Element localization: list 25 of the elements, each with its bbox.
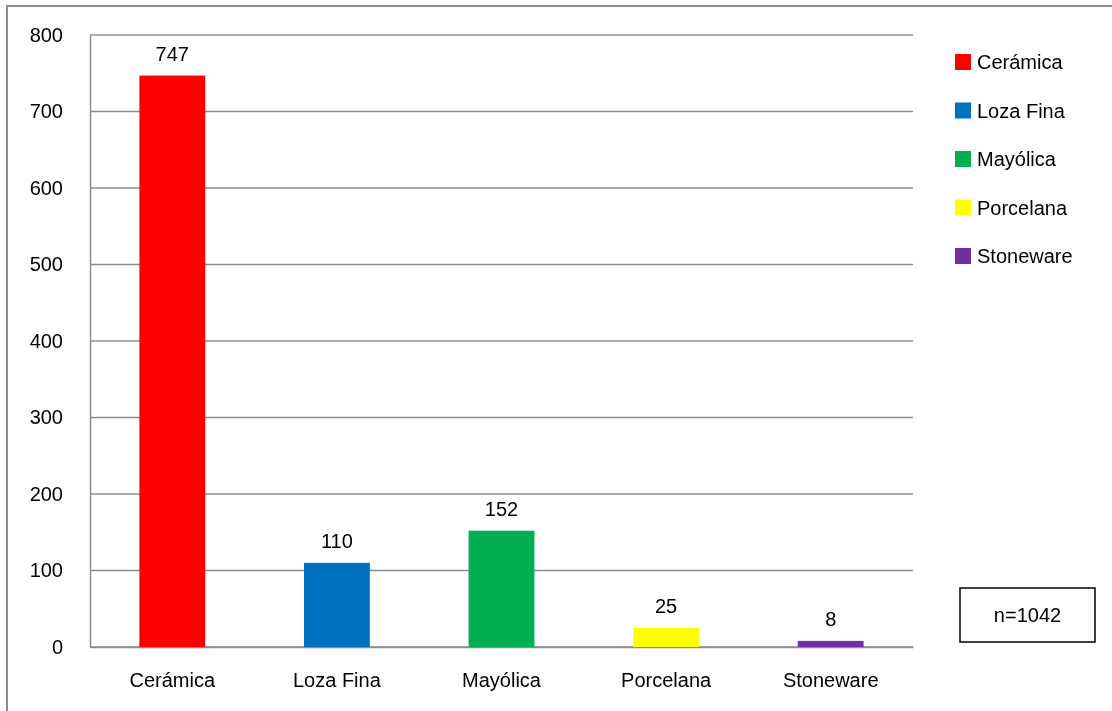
y-tick-label: 0 <box>51 635 63 658</box>
y-tick-label: 400 <box>29 329 63 352</box>
y-tick-label: 300 <box>29 406 63 429</box>
x-tick-label: Stoneware <box>782 669 879 692</box>
legend-label: Porcelana <box>977 196 1068 219</box>
y-tick-label: 800 <box>29 23 63 46</box>
data-label: 152 <box>484 497 519 520</box>
legend-label: Cerámica <box>977 51 1064 73</box>
y-tick-label: 100 <box>29 559 63 582</box>
data-label: 8 <box>825 607 837 630</box>
y-tick-label: 600 <box>29 176 63 199</box>
legend-label: Stoneware <box>977 245 1073 267</box>
y-tick-label: 200 <box>29 482 63 505</box>
x-tick-label: Cerámica <box>129 669 216 692</box>
data-label: 747 <box>155 42 189 65</box>
legend-label: Loza Fina <box>977 99 1066 122</box>
data-label: 25 <box>654 594 678 617</box>
x-tick-label: Loza Fina <box>292 669 382 692</box>
x-tick-label: Porcelana <box>621 669 712 692</box>
x-tick-label: Mayólica <box>462 669 542 692</box>
data-label: 110 <box>320 529 353 552</box>
y-tick-label: 500 <box>29 253 63 276</box>
text-box: n=1042 <box>959 587 1096 643</box>
y-tick-label: 700 <box>29 100 63 123</box>
legend-label: Mayólica <box>977 148 1057 170</box>
